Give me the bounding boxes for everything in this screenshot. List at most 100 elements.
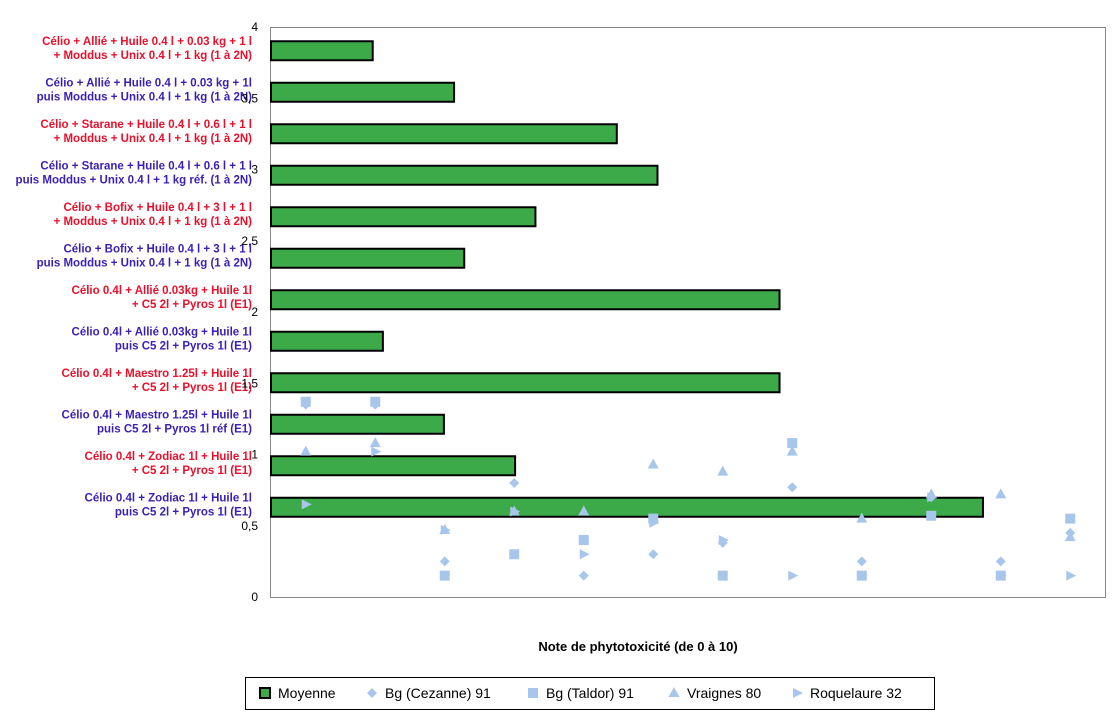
- legend-marker: [668, 687, 680, 697]
- legend-label: Bg (Cezanne) 91: [385, 685, 491, 701]
- legend-marker: [528, 688, 538, 698]
- bar-moyenne: [270, 330, 384, 352]
- point-bg-taldor-91: [439, 570, 450, 581]
- bar-series-moyenne: [270, 40, 984, 518]
- bar-moyenne: [270, 496, 984, 518]
- point-bg-taldor-91: [578, 535, 589, 545]
- legend-box: [245, 677, 935, 710]
- point-roquelaure-32: [996, 570, 1007, 581]
- category-label-line2: + C5 2l + Pyros 1l (E1): [132, 465, 252, 477]
- legend: Moyenne Bg (Cezanne) 91 Bg (Taldor) 91 Vrai…: [245, 677, 935, 710]
- point-bg-cezanne-91: [648, 549, 659, 560]
- point-roquelaure-32: [857, 570, 868, 581]
- bar-moyenne: [270, 164, 659, 186]
- point-bg-taldor-91: [926, 510, 937, 521]
- point-vraignes-80: [647, 458, 659, 469]
- point-bg-taldor-91: [370, 396, 381, 407]
- point-vraignes-80: [717, 465, 729, 476]
- category-label-line2: + C5 2l + Pyros 1l (E1): [132, 299, 252, 311]
- point-roquelaure-32: [927, 492, 938, 503]
- legend-marker-moyenne: [259, 687, 271, 699]
- category-label-line2: puis C5 2l + Pyros 1l (E1): [115, 340, 252, 352]
- legend-label: Moyenne: [278, 685, 336, 701]
- category-label-line2: + C5 2l + Pyros 1l (E1): [132, 382, 252, 394]
- point-bg-taldor-91: [300, 396, 311, 407]
- legend-label: Bg (Taldor) 91: [546, 685, 634, 701]
- y-tick-label: 3: [251, 163, 258, 177]
- category-label-line2: + Moddus + Unix 0.4 l + 1 kg (1 à 2N): [54, 133, 253, 145]
- point-roquelaure-32: [440, 525, 451, 536]
- point-roquelaure-32: [510, 506, 521, 517]
- point-vraignes-80: [578, 505, 590, 516]
- point-roquelaure-32: [301, 499, 312, 510]
- point-bg-taldor-91: [1065, 513, 1076, 524]
- y-tick-label: 1,5: [241, 376, 258, 390]
- bar-moyenne: [270, 289, 781, 311]
- y-tick-label: 2: [251, 305, 258, 319]
- category-label-line1: Célio 0.4l + Allié 0.03kg + Huile 1l: [72, 285, 252, 297]
- category-label-line1: Célio + Allié + Huile 0.4 l + 0.03 kg + …: [45, 77, 252, 89]
- point-vraignes-80: [1064, 531, 1076, 542]
- point-bg-taldor-91: [509, 549, 520, 560]
- point-bg-cezanne-91: [578, 570, 589, 581]
- y-tick-label: 4: [251, 20, 258, 34]
- category-label-line1: Célio 0.4l + Allié 0.03kg + Huile 1l: [72, 326, 252, 338]
- category-label-line2: puis Moddus + Unix 0.4 l + 1 kg (1 à 2N): [37, 91, 253, 103]
- plot-area-frame: [270, 27, 1106, 598]
- category-label-line1: Célio 0.4l + Zodiac 1l + Huile 1l: [85, 451, 252, 463]
- category-label-line2: puis C5 2l + Pyros 1l (E1): [115, 506, 252, 518]
- point-vraignes-80: [300, 445, 312, 456]
- category-label-line1: Célio + Bofix + Huile 0.4 l + 3 l + 1 l: [63, 243, 252, 255]
- point-vraignes-80: [995, 488, 1007, 499]
- point-roquelaure-32: [718, 535, 729, 545]
- category-label-line1: Célio + Allié + Huile 0.4 l + 0.03 kg + …: [42, 36, 252, 48]
- point-bg-taldor-91: [787, 438, 798, 449]
- category-label-line1: Célio + Starane + Huile 0.4 l + 0.6 l + …: [40, 119, 252, 131]
- point-bg-taldor-91: [717, 570, 728, 581]
- point-roquelaure-32: [1066, 570, 1077, 581]
- legend-label: Roquelaure 32: [810, 685, 902, 701]
- point-bg-cezanne-91: [856, 556, 867, 567]
- category-label-line1: Célio + Bofix + Huile 0.4 l + 3 l + 1 l: [63, 202, 252, 214]
- scatter-series: [300, 396, 1077, 581]
- point-vraignes-80: [856, 512, 868, 523]
- category-label-line1: Célio 0.4l + Zodiac 1l + Huile 1l: [85, 492, 252, 504]
- y-tick-label: 0: [251, 590, 258, 604]
- legend-label: Vraignes 80: [687, 685, 761, 701]
- point-bg-cezanne-91: [509, 478, 520, 488]
- category-label-line2: + Moddus + Unix 0.4 l + 1 kg (1 à 2N): [54, 216, 253, 228]
- y-tick-label: 1: [251, 448, 258, 462]
- legend-marker: [367, 688, 377, 698]
- point-vraignes-80: [786, 445, 798, 456]
- bar-moyenne: [270, 455, 517, 477]
- bar-moyenne: [270, 206, 537, 228]
- category-labels: Célio + Allié + Huile 0.4 l + 0.03 kg + …: [16, 36, 253, 519]
- point-roquelaure-32: [788, 570, 799, 581]
- category-label-line1: Célio 0.4l + Maestro 1.25l + Huile 1l: [62, 368, 252, 380]
- y-tick-labels: 0 0,5 1 1,5 2 2,5 3 3,5 4: [241, 20, 258, 604]
- point-roquelaure-32: [579, 549, 590, 560]
- y-tick-label: 3,5: [241, 91, 258, 105]
- bar-moyenne: [270, 81, 456, 103]
- bar-moyenne: [270, 413, 445, 435]
- legend-marker: [793, 688, 803, 698]
- category-label-line2: + Moddus + Unix 0.4 l + 1 kg (1 à 2N): [54, 50, 253, 62]
- point-bg-cezanne-91: [995, 556, 1006, 567]
- y-tick-label: 2,5: [241, 234, 258, 248]
- category-label-line2: puis Moddus + Unix 0.4 l + 1 kg réf. (1 …: [16, 174, 253, 186]
- category-label-line2: puis C5 2l + Pyros 1l réf (E1): [97, 423, 252, 435]
- axes: [270, 27, 1106, 598]
- category-label-line1: Célio 0.4l + Maestro 1.25l + Huile 1l: [62, 409, 252, 421]
- point-roquelaure-32: [649, 517, 660, 528]
- point-roquelaure-32: [371, 446, 382, 457]
- bar-moyenne: [270, 40, 374, 62]
- x-axis-title: Note de phytotoxicité (de 0 à 10): [538, 639, 737, 654]
- category-label-line1: Célio + Starane + Huile 0.4 l + 0.6 l + …: [40, 160, 252, 172]
- bar-moyenne: [270, 247, 466, 269]
- point-bg-taldor-91: [648, 513, 659, 524]
- point-bg-cezanne-91: [787, 482, 798, 493]
- bar-moyenne: [270, 123, 618, 145]
- bar-moyenne: [270, 372, 781, 394]
- point-vraignes-80: [369, 437, 381, 448]
